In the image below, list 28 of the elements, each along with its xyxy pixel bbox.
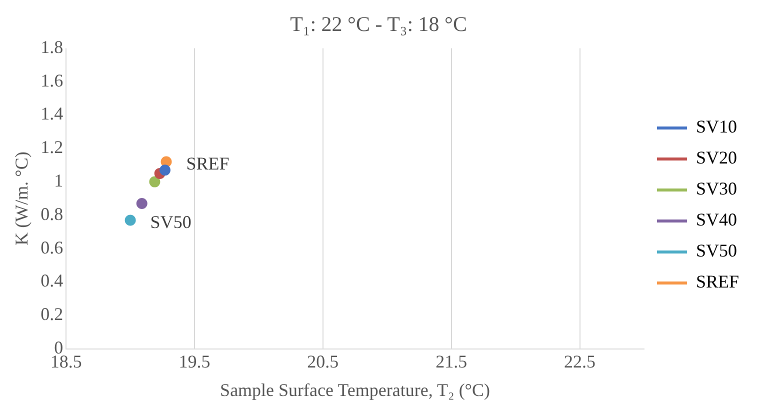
y-tick-label: 0.8: [40, 204, 64, 224]
x-axis-title: Sample Surface Temperature, T₂ (°C): [220, 380, 490, 400]
y-tick-label: 1.8: [40, 36, 64, 57]
y-tick-label: 0.4: [40, 270, 64, 291]
point: [159, 164, 170, 176]
legend-label: SREF: [696, 272, 740, 292]
chart-title: T₁: 22 °C - T₃: 18 °C: [290, 12, 467, 36]
annotation: SV50: [150, 212, 192, 232]
y-tick-label: 1.6: [40, 70, 64, 90]
y-tick-label: 1: [54, 170, 64, 191]
x-tick-label: 22.5: [564, 351, 596, 372]
legend-label: SV40: [696, 210, 737, 230]
y-tick-label: 1.4: [40, 104, 64, 124]
y-tick-label: 1.2: [40, 137, 64, 158]
legend-label: SV20: [696, 148, 737, 168]
point: [149, 176, 160, 188]
y-tick-label: 0.6: [40, 237, 64, 258]
annotation: SREF: [186, 153, 230, 174]
y-axis-title: K (W/m. °C): [12, 152, 32, 246]
x-tick-label: 20.5: [307, 351, 339, 372]
x-tick-label: 19.5: [178, 351, 210, 372]
legend-label: SV30: [696, 178, 737, 199]
x-tick-label: 21.5: [436, 351, 468, 372]
legend-label: SV50: [696, 240, 737, 261]
point: [136, 198, 148, 210]
y-tick-label: 0.2: [40, 304, 64, 324]
point: [124, 214, 136, 226]
legend-label: SV10: [696, 116, 737, 137]
